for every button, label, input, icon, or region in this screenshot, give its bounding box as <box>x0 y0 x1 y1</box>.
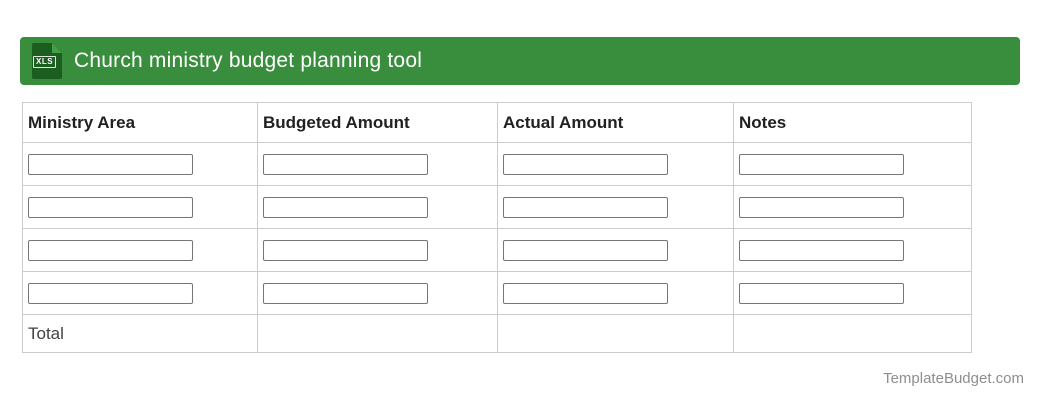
header-bar: XLS Church ministry budget planning tool <box>20 37 1020 85</box>
budgeted-amount-cell <box>257 228 498 272</box>
column-header-ministry-area: Ministry Area <box>22 102 258 143</box>
ministry-area-input[interactable] <box>28 282 193 304</box>
actual-amount-input[interactable] <box>503 153 668 175</box>
notes-cell <box>733 185 972 229</box>
actual-amount-cell <box>497 271 734 315</box>
ministry-area-cell <box>22 142 258 186</box>
page-title: Church ministry budget planning tool <box>74 49 423 72</box>
budgeted-amount-cell <box>257 142 498 186</box>
total-actual-amount-cell <box>497 314 734 353</box>
ministry-area-cell <box>22 271 258 315</box>
brand-watermark: TemplateBudget.com <box>883 370 1024 387</box>
ministry-area-input[interactable] <box>28 239 193 261</box>
actual-amount-input[interactable] <box>503 239 668 261</box>
actual-amount-input[interactable] <box>503 196 668 218</box>
total-row: Total <box>22 314 972 353</box>
table-row <box>22 185 972 229</box>
ministry-area-input[interactable] <box>28 196 193 218</box>
actual-amount-cell <box>497 142 734 186</box>
budgeted-amount-input[interactable] <box>263 153 428 175</box>
actual-amount-cell <box>497 228 734 272</box>
notes-input[interactable] <box>739 196 904 218</box>
budgeted-amount-input[interactable] <box>263 282 428 304</box>
ministry-area-cell <box>22 228 258 272</box>
xls-file-icon-label: XLS <box>33 56 57 68</box>
column-header-actual-amount: Actual Amount <box>497 102 734 143</box>
total-notes-cell <box>733 314 972 353</box>
notes-input[interactable] <box>739 153 904 175</box>
notes-cell <box>733 142 972 186</box>
xls-file-icon: XLS <box>32 43 62 79</box>
budgeted-amount-cell <box>257 185 498 229</box>
notes-cell <box>733 228 972 272</box>
table-row <box>22 228 972 272</box>
notes-input[interactable] <box>739 282 904 304</box>
actual-amount-input[interactable] <box>503 282 668 304</box>
table-header-row: Ministry Area Budgeted Amount Actual Amo… <box>22 102 972 143</box>
table-row <box>22 142 972 186</box>
notes-cell <box>733 271 972 315</box>
budget-table: Ministry Area Budgeted Amount Actual Amo… <box>22 102 972 353</box>
column-header-notes: Notes <box>733 102 972 143</box>
table-row <box>22 271 972 315</box>
total-label: Total <box>22 314 258 353</box>
notes-input[interactable] <box>739 239 904 261</box>
budgeted-amount-cell <box>257 271 498 315</box>
xls-file-icon-fold <box>52 43 62 53</box>
budgeted-amount-input[interactable] <box>263 196 428 218</box>
ministry-area-cell <box>22 185 258 229</box>
column-header-budgeted-amount: Budgeted Amount <box>257 102 498 143</box>
ministry-area-input[interactable] <box>28 153 193 175</box>
total-budgeted-amount-cell <box>257 314 498 353</box>
actual-amount-cell <box>497 185 734 229</box>
budgeted-amount-input[interactable] <box>263 239 428 261</box>
